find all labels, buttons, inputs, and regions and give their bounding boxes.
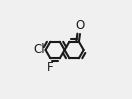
Text: O: O	[76, 19, 85, 32]
Text: Cl: Cl	[33, 43, 45, 56]
Text: F: F	[47, 61, 54, 74]
